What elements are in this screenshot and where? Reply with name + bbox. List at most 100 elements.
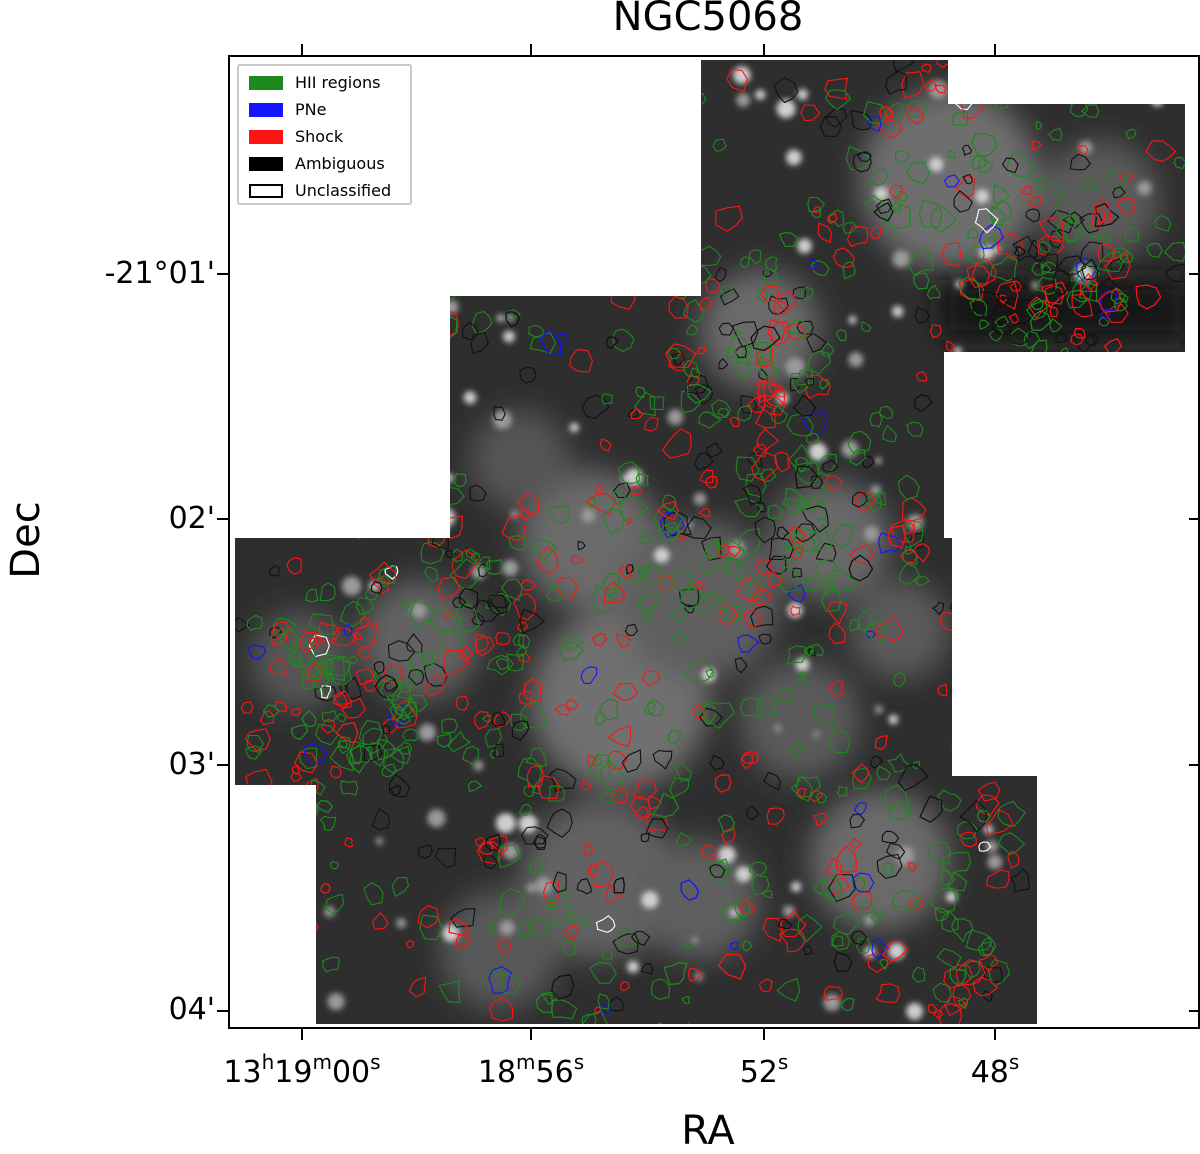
region-contour	[1097, 686, 1120, 707]
region-contour	[856, 938, 871, 954]
region-contour	[1044, 285, 1064, 305]
region-contour	[742, 940, 752, 952]
region-contour	[626, 516, 633, 526]
region-contour	[680, 92, 701, 114]
region-contour	[1009, 641, 1029, 661]
region-contour	[668, 608, 687, 623]
legend-label: Ambiguous	[295, 154, 385, 173]
region-contour	[310, 635, 323, 647]
region-contour	[1008, 60, 1029, 76]
region-contour	[1009, 322, 1031, 346]
region-contour	[658, 521, 682, 543]
region-contour	[789, 743, 804, 758]
region-contour	[782, 545, 803, 563]
region-contour	[587, 865, 599, 877]
region-contour	[1106, 169, 1127, 191]
region-contour	[597, 993, 610, 1010]
region-contour	[363, 253, 380, 267]
region-contour	[717, 407, 729, 418]
region-contour	[754, 404, 776, 429]
region-contour	[670, 630, 689, 647]
region-contour	[259, 710, 275, 726]
region-contour	[831, 935, 844, 948]
region-contour	[587, 754, 597, 767]
region-contour	[727, 545, 742, 557]
region-contour	[449, 558, 481, 592]
region-contour	[921, 63, 932, 74]
region-contour	[907, 862, 918, 872]
region-contour	[599, 136, 621, 157]
region-contour	[870, 912, 884, 924]
region-contour	[800, 104, 821, 122]
region-contour	[334, 692, 348, 705]
region-contour	[443, 610, 453, 620]
region-contour	[665, 343, 697, 369]
region-contour	[390, 745, 411, 765]
region-contour	[452, 473, 467, 488]
region-contour	[977, 781, 1001, 802]
region-contour	[949, 968, 966, 987]
region-contour	[795, 776, 822, 802]
region-contour	[749, 605, 774, 628]
region-contour	[564, 925, 579, 940]
region-contour	[569, 176, 580, 189]
region-contour	[1001, 157, 1019, 174]
region-contour	[511, 720, 530, 741]
region-contour	[839, 997, 855, 1012]
region-contour	[624, 623, 638, 636]
region-contour	[1145, 140, 1177, 162]
region-contour	[517, 634, 531, 649]
region-contour	[518, 803, 532, 816]
region-contour	[370, 580, 383, 594]
region-contour	[717, 814, 735, 833]
region-contour	[613, 876, 625, 894]
region-contour	[919, 795, 943, 823]
region-contour	[450, 239, 466, 253]
region-contour	[246, 217, 268, 236]
hii-swatch	[249, 76, 283, 90]
region-contour	[325, 345, 347, 365]
region-contour	[997, 66, 1017, 85]
region-contour	[633, 391, 657, 417]
region-contour	[796, 320, 814, 335]
region-contour	[973, 410, 987, 427]
region-contour	[626, 105, 645, 117]
region-contour	[850, 838, 863, 850]
region-contour	[765, 255, 778, 273]
region-contour	[678, 587, 707, 610]
region-contour	[619, 177, 629, 188]
region-contour	[604, 883, 624, 905]
region-contour	[291, 724, 308, 740]
region-contour	[294, 751, 318, 774]
region-contour	[394, 706, 404, 716]
region-contour	[714, 267, 727, 283]
region-contour	[409, 651, 430, 675]
region-contour	[952, 727, 976, 754]
region-contour	[320, 718, 336, 734]
region-contour	[334, 357, 350, 373]
region-contour	[547, 505, 570, 525]
region-contour	[1127, 931, 1141, 947]
region-contour	[539, 329, 562, 357]
region-contour	[883, 106, 895, 118]
region-contour	[386, 682, 411, 712]
region-contour	[1076, 145, 1089, 155]
region-contour	[448, 917, 469, 937]
region-contour	[417, 845, 433, 859]
region-contour	[788, 525, 807, 545]
region-contour	[287, 313, 304, 332]
region-contour	[1163, 241, 1185, 263]
region-contour	[600, 84, 620, 106]
region-contour	[857, 609, 873, 632]
region-contour	[485, 834, 502, 852]
region-contour	[748, 577, 762, 599]
region-contour	[301, 710, 317, 728]
region-contour	[405, 940, 415, 949]
region-contour	[501, 515, 527, 542]
region-contour	[718, 543, 730, 558]
region-contour	[546, 585, 564, 603]
region-contour	[929, 324, 942, 339]
region-contour	[805, 645, 815, 656]
region-contour	[1055, 220, 1080, 243]
